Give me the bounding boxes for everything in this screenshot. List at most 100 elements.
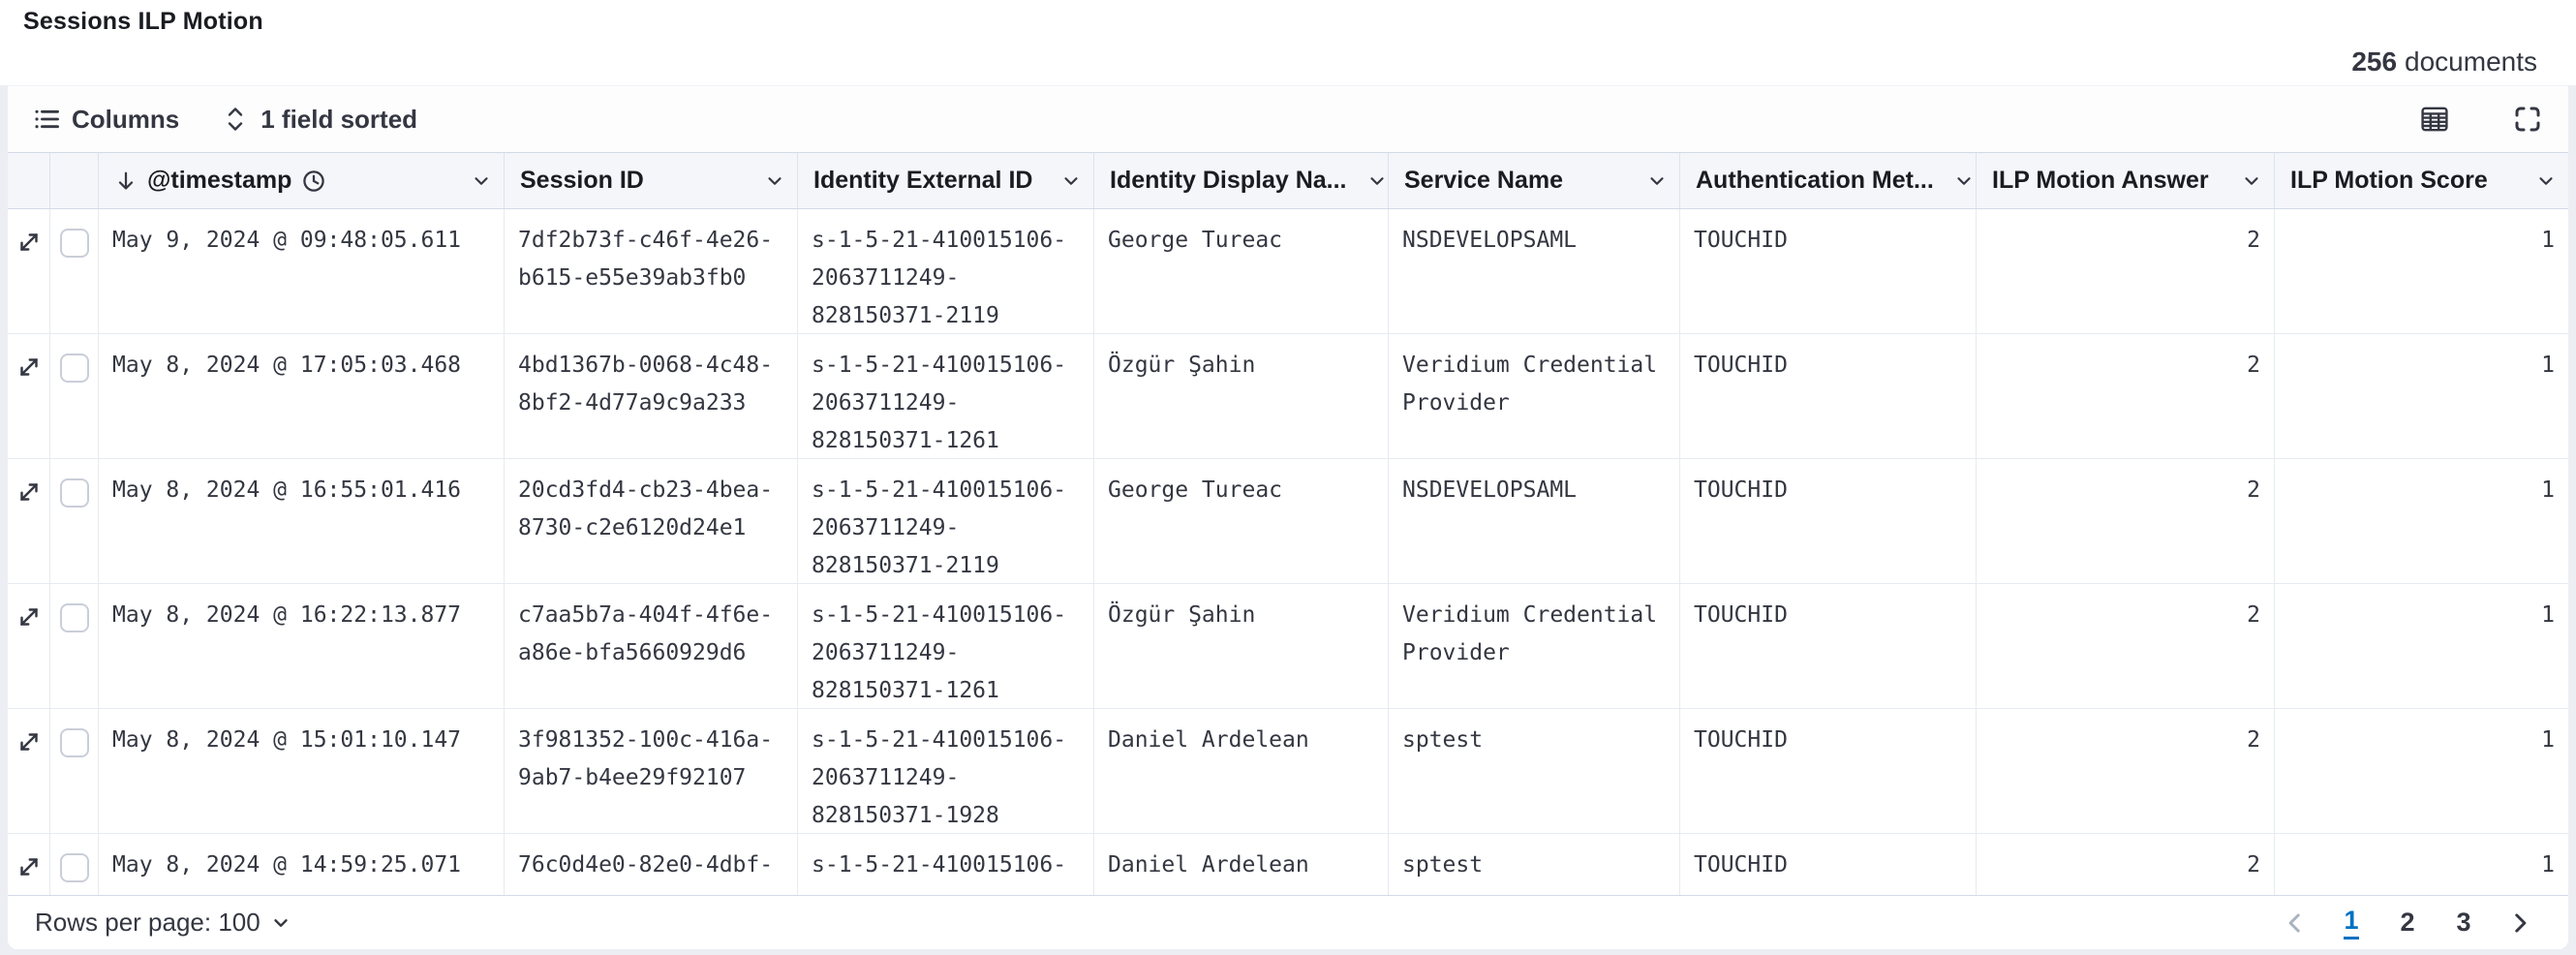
select-cell — [50, 834, 99, 895]
column-header-service-name[interactable]: Service Name — [1389, 153, 1680, 208]
row-checkbox[interactable] — [59, 354, 89, 383]
title-bar: Sessions ILP Motion 256 documents — [0, 0, 2576, 85]
grid-footer: Rows per page: 100 1 2 — [8, 895, 2568, 949]
row-checkbox[interactable] — [59, 229, 89, 258]
page-button-3[interactable]: 3 — [2442, 902, 2485, 944]
column-header-authentication-method[interactable]: Authentication Met... — [1680, 153, 1977, 208]
expand-row-button[interactable] — [15, 227, 44, 258]
fullscreen-icon — [2512, 104, 2543, 135]
column-header-label: @timestamp — [147, 167, 292, 194]
column-header-identity-external-id[interactable]: Identity External ID — [798, 153, 1094, 208]
expand-cell — [8, 584, 50, 709]
pagination: 1 2 3 — [2274, 902, 2541, 944]
fullscreen-button[interactable] — [2512, 104, 2543, 135]
column-header-ilp-motion-answer[interactable]: ILP Motion Answer — [1977, 153, 2275, 208]
column-header-label: Service Name — [1404, 167, 1564, 194]
page-title: Sessions ILP Motion — [23, 8, 263, 35]
row-checkbox[interactable] — [59, 603, 89, 632]
ilp-motion-score-cell: 1 — [2275, 459, 2568, 584]
authentication-method-cell: TOUCHID — [1680, 209, 1977, 334]
timestamp-cell: May 8, 2024 @ 17:05:03.468 — [99, 334, 505, 459]
chevron-down-icon — [2535, 170, 2557, 192]
select-cell — [50, 584, 99, 709]
page-button-1[interactable]: 1 — [2330, 902, 2373, 944]
session-id-cell: 3f981352-100c-416a-9ab7-b4ee29f92107 — [505, 709, 798, 834]
expand-row-button[interactable] — [15, 726, 44, 757]
ilp-motion-score-cell: 1 — [2275, 834, 2568, 895]
authentication-method-cell: TOUCHID — [1680, 584, 1977, 709]
row-checkbox[interactable] — [59, 728, 89, 757]
row-checkbox[interactable] — [59, 853, 89, 882]
column-header-label: Identity Display Na... — [1110, 167, 1347, 194]
timestamp-cell: May 8, 2024 @ 14:59:25.071 — [99, 834, 505, 895]
ilp-motion-answer-cell: 2 — [1977, 459, 2275, 584]
service-name-cell: sptest — [1389, 834, 1680, 895]
identity-display-name-cell: George Tureac — [1094, 459, 1389, 584]
table-density-button[interactable] — [2419, 104, 2450, 135]
chevron-down-icon — [1646, 170, 1668, 192]
ilp-motion-answer-cell: 2 — [1977, 709, 2275, 834]
data-grid-panel: Columns 1 field sorted — [8, 85, 2568, 949]
ilp-motion-score-cell: 1 — [2275, 209, 2568, 334]
expand-row-button[interactable] — [15, 477, 44, 508]
columns-button[interactable]: Columns — [33, 105, 179, 135]
identity-external-id-cell: s-1-5-21-410015106-2063711249-828150371-… — [798, 709, 1094, 834]
row-checkbox[interactable] — [59, 478, 89, 508]
session-id-cell: 20cd3fd4-cb23-4bea-8730-c2e6120d24e1 — [505, 459, 798, 584]
timestamp-cell: May 8, 2024 @ 16:55:01.416 — [99, 459, 505, 584]
clock-icon — [301, 169, 326, 194]
fields-sorted-button[interactable]: 1 field sorted — [222, 105, 417, 135]
chevron-right-icon — [2507, 910, 2532, 936]
ilp-motion-answer-cell: 2 — [1977, 834, 2275, 895]
expand-row-button[interactable] — [15, 352, 44, 383]
grid-toolbar: Columns 1 field sorted — [8, 86, 2568, 152]
rows-per-page-label: Rows per page: 100 — [35, 908, 261, 937]
service-name-cell: sptest — [1389, 709, 1680, 834]
table-row: May 8, 2024 @ 16:22:13.877 c7aa5b7a-404f… — [8, 584, 2568, 709]
chevron-down-icon — [1060, 170, 1082, 192]
grid-header-row: @timestamp Session ID — [8, 152, 2568, 209]
chevron-down-icon — [1366, 170, 1388, 192]
document-count-label: documents — [2405, 46, 2537, 77]
ilp-motion-answer-cell: 2 — [1977, 209, 2275, 334]
service-name-cell: Veridium Credential Provider — [1389, 334, 1680, 459]
column-header-session-id[interactable]: Session ID — [505, 153, 798, 208]
next-page-button[interactable] — [2499, 902, 2541, 944]
expand-cell — [8, 459, 50, 584]
expand-cell — [8, 209, 50, 334]
column-header-timestamp[interactable]: @timestamp — [99, 153, 505, 208]
header-select-column — [50, 153, 99, 208]
page-button-2[interactable]: 2 — [2386, 902, 2429, 944]
service-name-cell: NSDEVELOPSAML — [1389, 209, 1680, 334]
expand-row-button[interactable] — [15, 601, 44, 632]
service-name-cell: Veridium Credential Provider — [1389, 584, 1680, 709]
identity-external-id-cell: s-1-5-21-410015106-2063711249-828150371-… — [798, 459, 1094, 584]
expand-row-button[interactable] — [15, 851, 44, 882]
expand-cell — [8, 334, 50, 459]
rows-per-page-button[interactable]: Rows per page: 100 — [35, 908, 291, 938]
identity-external-id-cell: s-1-5-21-410015106-2063711249-828150371-… — [798, 209, 1094, 334]
select-cell — [50, 334, 99, 459]
chevron-left-icon — [2283, 910, 2308, 936]
table-row: May 8, 2024 @ 15:01:10.147 3f981352-100c… — [8, 709, 2568, 834]
chevron-down-icon — [1953, 170, 1975, 192]
session-id-cell: 7df2b73f-c46f-4e26-b615-e55e39ab3fb0 — [505, 209, 798, 334]
column-header-ilp-motion-score[interactable]: ILP Motion Score — [2275, 153, 2568, 208]
session-id-cell: 4bd1367b-0068-4c48-8bf2-4d77a9c9a233 — [505, 334, 798, 459]
authentication-method-cell: TOUCHID — [1680, 334, 1977, 459]
identity-external-id-cell: s-1-5-21-410015106- — [798, 834, 1094, 895]
select-cell — [50, 459, 99, 584]
timestamp-cell: May 8, 2024 @ 15:01:10.147 — [99, 709, 505, 834]
chevron-down-icon — [471, 170, 492, 192]
column-header-label: Session ID — [520, 167, 644, 194]
session-id-cell: c7aa5b7a-404f-4f6e-a86e-bfa5660929d6 — [505, 584, 798, 709]
columns-button-label: Columns — [72, 104, 180, 134]
previous-page-button[interactable] — [2274, 902, 2316, 944]
authentication-method-cell: TOUCHID — [1680, 834, 1977, 895]
select-cell — [50, 709, 99, 834]
service-name-cell: NSDEVELOPSAML — [1389, 459, 1680, 584]
session-id-cell: 76c0d4e0-82e0-4dbf- — [505, 834, 798, 895]
document-count-value: 256 — [2351, 46, 2398, 77]
ilp-motion-answer-cell: 2 — [1977, 584, 2275, 709]
column-header-identity-display-name[interactable]: Identity Display Na... — [1094, 153, 1389, 208]
